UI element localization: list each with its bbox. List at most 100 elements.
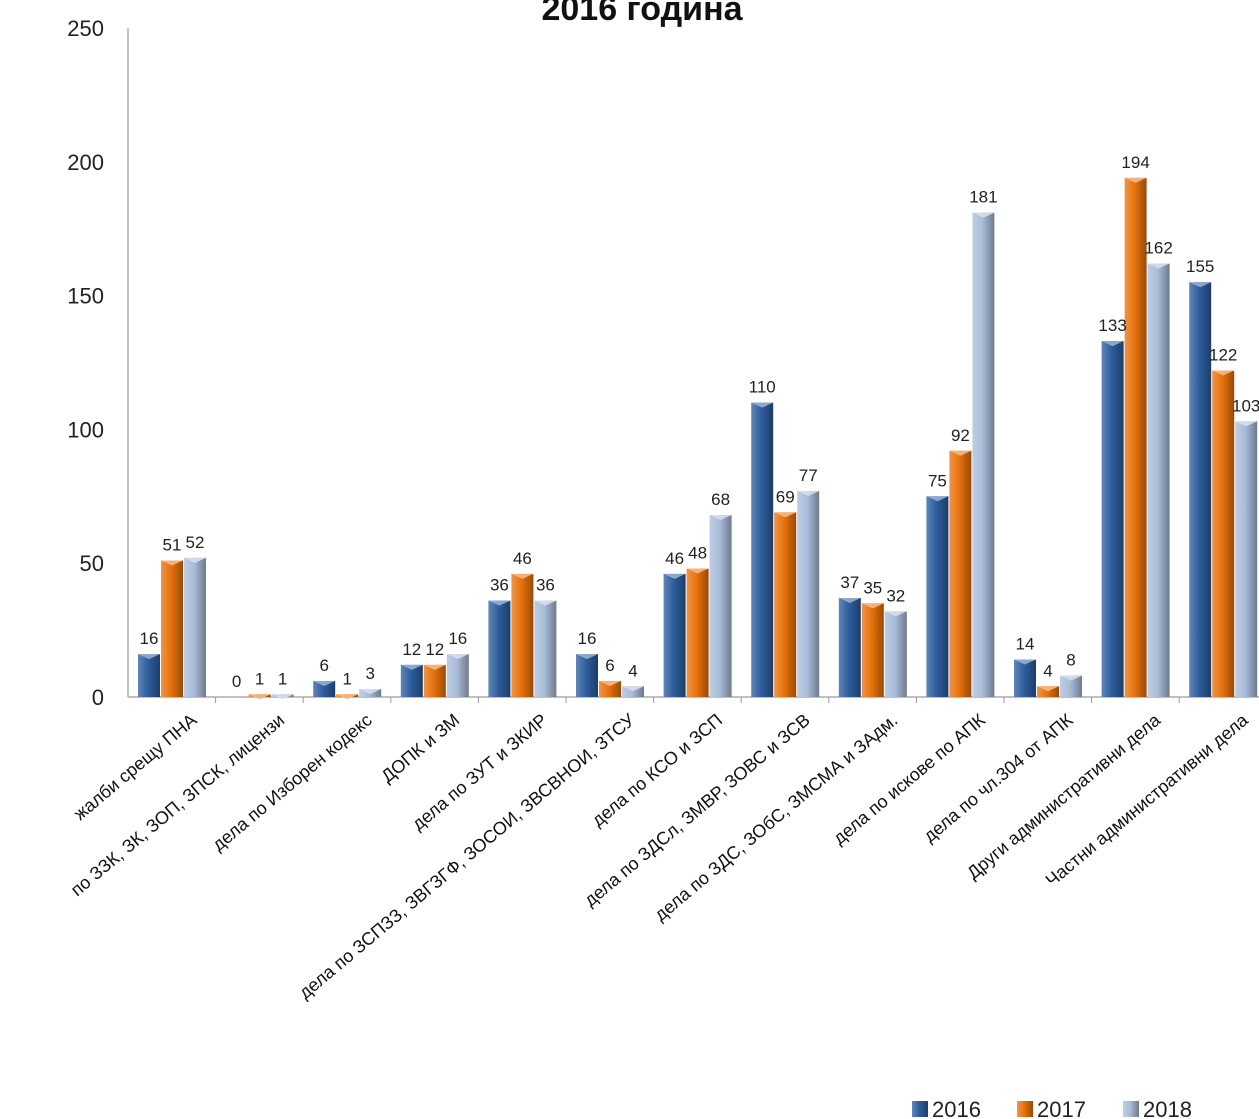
bar	[1235, 421, 1258, 697]
legend-swatch	[1017, 1101, 1033, 1117]
data-label: 69	[776, 487, 795, 506]
bar	[138, 654, 160, 697]
bar	[161, 560, 183, 697]
bar	[838, 597, 861, 697]
data-label: 1	[278, 669, 287, 688]
data-label: 122	[1209, 346, 1237, 365]
bar	[400, 664, 423, 697]
data-label: 52	[186, 533, 205, 552]
data-label: 3	[365, 664, 374, 683]
bar	[271, 694, 294, 700]
data-label: 133	[1098, 316, 1126, 335]
bar	[709, 515, 732, 697]
data-label: 92	[951, 426, 970, 445]
data-label: 77	[799, 466, 818, 485]
data-label: 194	[1121, 153, 1149, 172]
legend-swatch	[1123, 1101, 1139, 1117]
y-tick-label: 0	[92, 685, 104, 710]
data-label: 12	[425, 640, 444, 659]
bar	[797, 490, 820, 697]
data-label: 36	[490, 576, 509, 595]
data-label: 51	[163, 536, 182, 555]
bar	[926, 496, 949, 697]
bar	[248, 694, 271, 700]
data-label: 16	[448, 629, 467, 648]
data-label: 32	[886, 586, 905, 605]
data-label: 4	[1043, 661, 1052, 680]
bars-group	[138, 177, 1258, 700]
bar	[972, 212, 995, 698]
bar	[861, 603, 884, 697]
category-label: дела по чл.304 от АПК	[920, 709, 1077, 846]
legend-label: 2018	[1143, 1097, 1192, 1119]
bar	[423, 664, 446, 697]
bar	[1060, 675, 1082, 697]
data-label: 1	[342, 669, 351, 688]
category-label: ДОПК и ЗМ	[377, 710, 463, 787]
bar	[534, 600, 557, 697]
data-label: 75	[928, 471, 947, 490]
data-label: 4	[628, 661, 637, 680]
data-label: 46	[665, 549, 684, 568]
legend-swatch	[912, 1101, 928, 1117]
bar	[774, 512, 797, 697]
data-label: 14	[1016, 635, 1035, 654]
y-axis: 0 50 100 150 200 250	[67, 16, 129, 710]
bar	[1124, 177, 1147, 697]
data-label: 48	[688, 544, 707, 563]
bar	[1037, 686, 1059, 697]
bar	[359, 688, 382, 697]
bar	[599, 680, 621, 697]
category-label: дела по искове по АПК	[829, 709, 989, 848]
y-tick-label: 200	[67, 150, 104, 175]
data-label: 1	[255, 669, 264, 688]
bar	[884, 611, 907, 697]
legend-item: 2018	[1123, 1097, 1192, 1119]
y-tick-label: 150	[67, 284, 104, 309]
bar	[663, 573, 686, 697]
bar	[949, 450, 972, 697]
data-label: 110	[749, 378, 776, 397]
data-label: 35	[863, 578, 882, 597]
bar	[576, 654, 598, 697]
bar	[751, 402, 774, 697]
bar	[511, 573, 534, 697]
chart-title: 2016 година	[541, 0, 743, 28]
bar	[313, 680, 336, 697]
bar	[622, 686, 644, 697]
y-tick-label: 50	[80, 551, 104, 576]
bar	[1014, 659, 1036, 697]
bar	[446, 654, 469, 697]
data-label: 103	[1232, 396, 1259, 415]
bar	[1212, 370, 1235, 697]
data-label: 16	[140, 629, 159, 648]
legend-label: 2017	[1037, 1097, 1086, 1119]
data-label: 181	[969, 188, 997, 207]
data-label: 6	[319, 656, 328, 675]
bar	[184, 557, 206, 697]
data-label: 12	[402, 640, 421, 659]
data-label: 6	[605, 656, 614, 675]
data-label: 8	[1066, 651, 1075, 670]
category-label: дела по Изборен кодекс	[208, 710, 375, 855]
y-tick-label: 250	[67, 16, 104, 41]
category-label: дела по ЗСПЗЗ, ЗВГЗГФ, ЗОСОИ, ЗВСВНОИ, З…	[295, 709, 639, 1002]
bar	[1147, 263, 1170, 697]
bar	[336, 694, 359, 700]
legend-label: 2016	[932, 1097, 981, 1119]
data-label: 46	[513, 549, 532, 568]
bar	[1101, 341, 1124, 697]
y-tick-label: 100	[67, 417, 104, 442]
data-label: 0	[232, 672, 241, 691]
data-label: 68	[711, 490, 730, 509]
legend: 2016 2017 2018	[912, 1097, 1192, 1119]
legend-item: 2016	[912, 1097, 981, 1119]
data-label: 36	[536, 576, 555, 595]
bar	[686, 568, 709, 697]
data-label: 155	[1186, 257, 1214, 276]
data-label: 37	[840, 573, 859, 592]
bar	[1189, 282, 1212, 697]
x-axis	[128, 696, 1259, 703]
